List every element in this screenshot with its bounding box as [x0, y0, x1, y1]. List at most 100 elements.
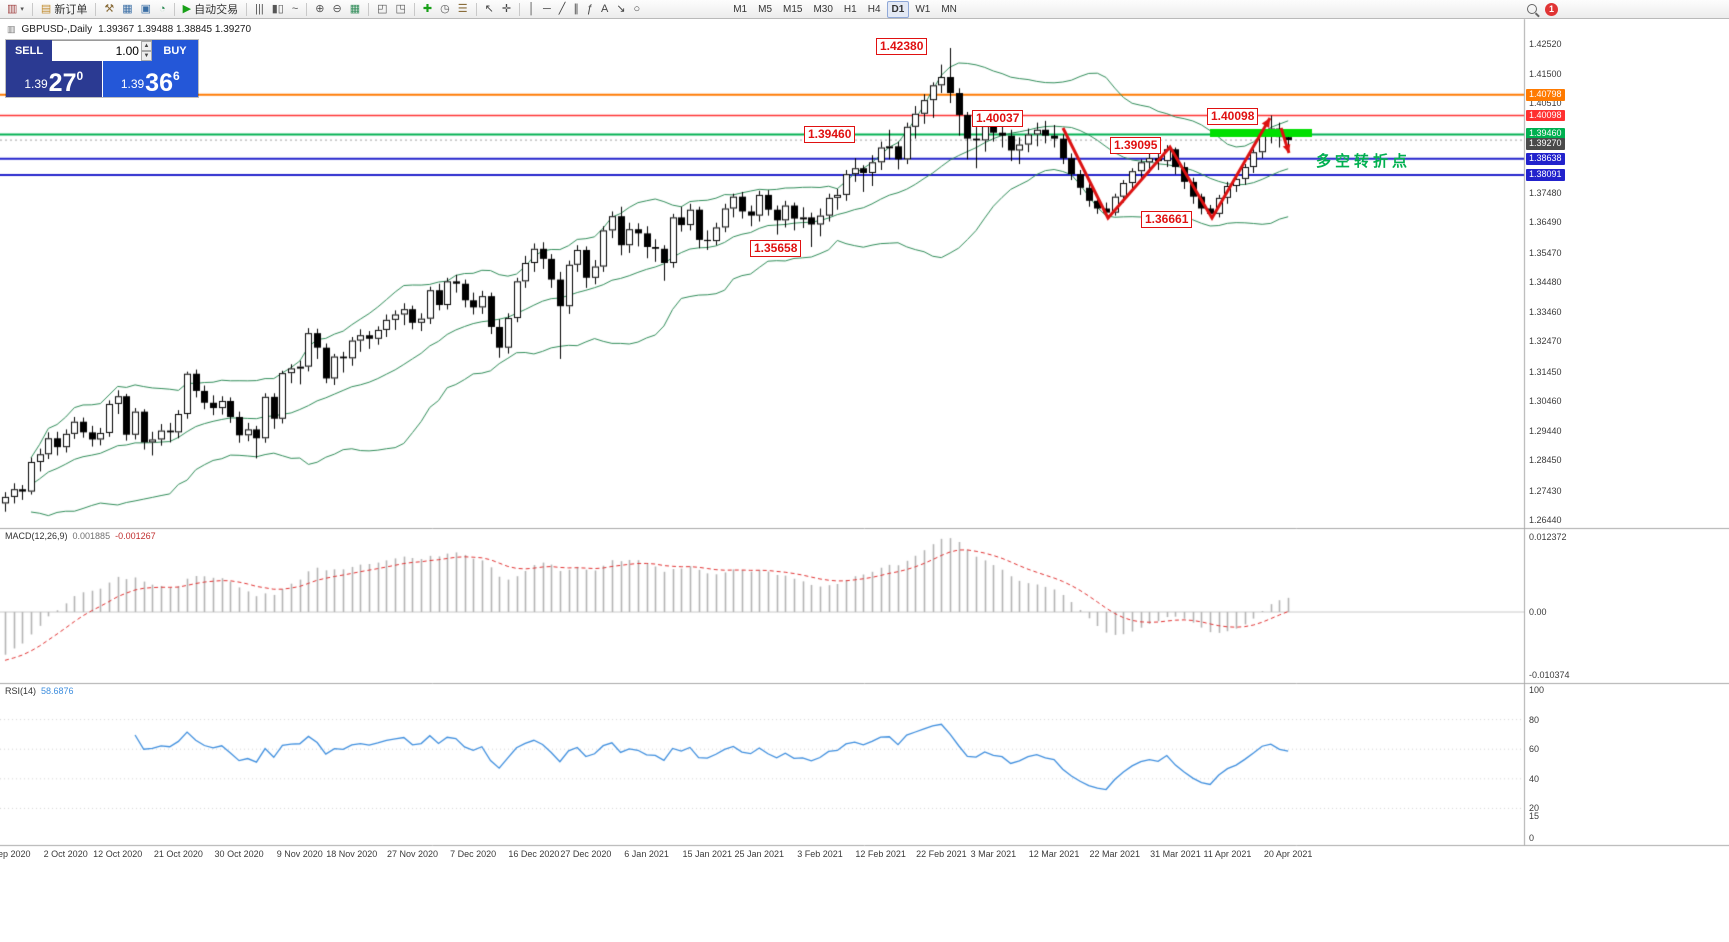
volume-down-icon[interactable]: ▼ [140, 51, 152, 61]
zoom-out-icon[interactable]: ⊖ [328, 0, 345, 18]
price-level-tag: 1.38638 [1526, 152, 1565, 165]
price-axis-label: 1.35470 [1529, 247, 1562, 258]
rsi-header: RSI(14) 58.6876 [5, 686, 74, 696]
rsi-value: 58.6876 [41, 686, 74, 696]
price-level-tag: 1.40798 [1526, 88, 1565, 101]
buy-price[interactable]: 1.39 36 6 [102, 61, 198, 97]
chart-title: ▥ GBPUSD-,Daily 1.39367 1.39488 1.38845 … [7, 24, 251, 35]
date-label: 15 Jan 2021 [682, 849, 733, 859]
fibonacci-icon[interactable]: ƒ [583, 0, 597, 18]
date-label: 12 Feb 2021 [855, 849, 906, 859]
price-callout[interactable]: 1.35658 [750, 240, 802, 257]
tile-windows-icon[interactable]: ▦ [346, 0, 364, 18]
navigator-icon[interactable]: ▣ [137, 0, 155, 18]
price-callout[interactable]: 1.39095 [1110, 137, 1162, 154]
text-label-icon[interactable]: A [597, 0, 612, 18]
date-label: 3 Feb 2021 [797, 849, 843, 859]
macd-main-value: 0.001885 [72, 531, 111, 541]
terminal-icon[interactable]: ◔ [155, 0, 170, 18]
timeframe-m5[interactable]: M5 [758, 3, 773, 15]
price-axis-label: 1.28450 [1529, 455, 1562, 466]
date-label: 6 Jan 2021 [624, 849, 669, 859]
price-callout[interactable]: 1.40098 [1207, 108, 1259, 125]
cursor-icon[interactable]: ↖ [481, 0, 498, 18]
templates-icon[interactable]: ☰ [454, 0, 472, 18]
autotrade-button-label: 自动交易 [194, 4, 239, 16]
timeframe-d1[interactable]: D1 [886, 0, 910, 18]
price-callout[interactable]: 1.39460 [804, 126, 856, 143]
macd-axis-label: 0.00 [1529, 607, 1547, 617]
timeframe-w1[interactable]: W1 [915, 3, 931, 15]
date-label: 25 Jan 2021 [734, 849, 785, 859]
shapes-icon[interactable]: ○ [630, 0, 645, 18]
cascade-windows-icon: ◰ [377, 2, 388, 15]
timeframe-m30[interactable]: M30 [813, 3, 833, 15]
vertical-line-icon[interactable]: │ [524, 0, 539, 18]
cascade-windows-icon[interactable]: ◰ [373, 0, 391, 18]
sell-price-small: 1.39 [24, 77, 48, 91]
arrows-icon[interactable]: ↘ [612, 0, 629, 18]
price-axis-label: 1.31450 [1529, 366, 1562, 377]
date-label: 11 Apr 2021 [1203, 849, 1252, 859]
horizontal-line-icon[interactable]: ─ [539, 0, 555, 18]
timeframe-mn[interactable]: MN [941, 3, 957, 15]
crosshair-icon[interactable]: ✛ [498, 0, 515, 18]
buy-price-small: 1.39 [120, 77, 145, 91]
periods-icon: ◷ [440, 2, 450, 15]
autotrade-icon: ▶ [182, 2, 192, 15]
search-icon[interactable] [1527, 4, 1537, 14]
date-label: 23 Sep 2020 [0, 849, 31, 859]
data-window-icon: ▦ [122, 2, 133, 15]
price-axis-label: 1.32470 [1529, 336, 1562, 347]
add-indicator-icon[interactable]: ✚ [419, 0, 436, 18]
line-chart-type-icon[interactable]: ~ [288, 0, 302, 18]
channel-icon[interactable]: ∥ [569, 0, 583, 18]
toolbar-separator [306, 2, 308, 16]
price-axis-label: 1.41500 [1529, 69, 1562, 80]
price-callout[interactable]: 1.36661 [1141, 211, 1193, 228]
market-watch-icon[interactable]: ⚒ [100, 0, 118, 18]
rsi-axis-label: 0 [1529, 833, 1535, 843]
timeframe-m15[interactable]: M15 [783, 3, 803, 15]
date-label: 2 Oct 2020 [43, 849, 88, 859]
toolbar-separator [31, 2, 33, 16]
date-label: 27 Nov 2020 [386, 849, 439, 859]
new-order-button[interactable]: ▤ 新订单 [37, 0, 91, 18]
price-axis-label: 1.40510 [1529, 98, 1562, 109]
new-chart-button[interactable]: ▥ ▾ [3, 0, 28, 18]
macd-axis-label: -0.010374 [1529, 669, 1570, 680]
volume-up-icon[interactable]: ▲ [140, 41, 152, 51]
price-callout[interactable]: 1.40037 [972, 110, 1024, 127]
bar-chart-type-icon[interactable]: ||| [251, 0, 268, 18]
data-window-icon[interactable]: ▦ [118, 0, 136, 18]
timeframe-m1[interactable]: M1 [733, 3, 748, 15]
periods-icon[interactable]: ◷ [436, 0, 454, 18]
tile-horizontal-icon[interactable]: ◳ [392, 0, 410, 18]
toolbar-separator [95, 2, 97, 16]
chart-title-icon: ▥ [7, 24, 16, 34]
toolbar-separator [413, 2, 415, 16]
price-level-tag: 1.38091 [1526, 169, 1565, 181]
timeframe-h1[interactable]: H1 [843, 3, 857, 15]
zoom-in-icon[interactable]: ⊕ [311, 0, 328, 18]
price-callout[interactable]: 1.42380 [876, 38, 928, 55]
timeframe-h4[interactable]: H4 [867, 3, 881, 15]
symbol-timeframe-label: GBPUSD-,Daily [21, 24, 93, 35]
turning-point-note[interactable]: 多空转折点 [1316, 153, 1412, 170]
sell-price[interactable]: 1.39 27 0 [6, 61, 102, 97]
volume-input[interactable] [52, 41, 141, 61]
macd-axis-label: 0.012372 [1529, 532, 1567, 542]
trendline-icon[interactable]: ╱ [555, 0, 570, 18]
autotrade-button[interactable]: ▶ 自动交易 [179, 0, 242, 18]
date-label: 21 Oct 2020 [153, 849, 203, 859]
arrows-icon: ↘ [616, 2, 626, 15]
cursor-icon: ↖ [484, 2, 494, 15]
sell-button[interactable]: SELL [6, 40, 52, 61]
candlestick-type-icon[interactable]: ▮▯ [268, 0, 288, 18]
buy-button[interactable]: BUY [152, 40, 198, 61]
notification-badge[interactable]: 1 [1545, 2, 1558, 16]
date-label: 31 Mar 2021 [1150, 849, 1201, 859]
rsi-axis-label: 15 [1529, 810, 1540, 821]
dropdown-caret-icon: ▾ [20, 6, 24, 13]
